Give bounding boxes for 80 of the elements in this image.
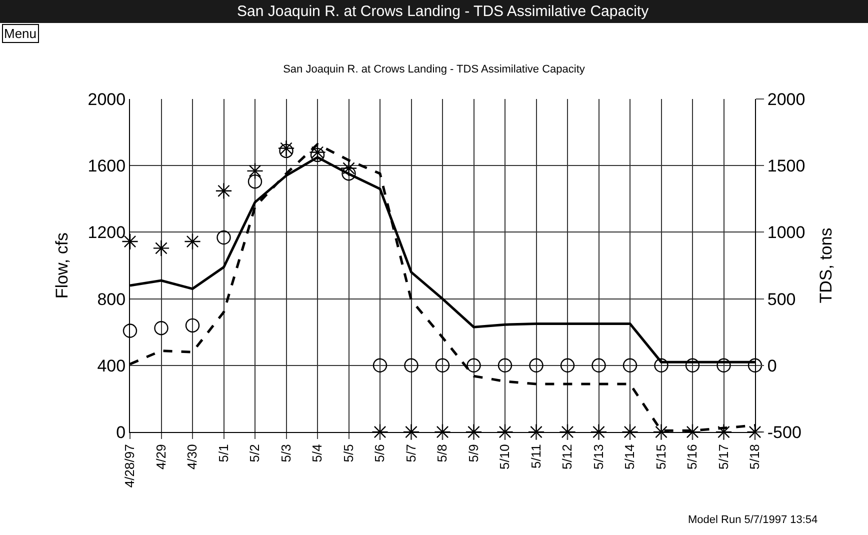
point: [622, 424, 638, 440]
x-tick-label: 4/30: [184, 444, 200, 470]
y-axis-title: Flow, cfs: [52, 232, 72, 299]
x-tick-label: 5/12: [560, 444, 575, 470]
y-tick-label: 2000: [88, 90, 126, 109]
x-tick-label: 5/5: [340, 444, 356, 462]
point: [559, 424, 576, 440]
point: [684, 424, 701, 440]
y-tick-label: 1600: [88, 156, 126, 176]
y2-tick-label: 500: [767, 290, 796, 309]
point: [652, 424, 670, 440]
x-tick-label: 5/16: [684, 444, 700, 470]
y-tick-label: 800: [97, 290, 126, 309]
point: [310, 148, 325, 162]
chart-title: San Joaquin R. at Crows Landing - TDS Assimilative Capacity: [283, 64, 586, 76]
point: [435, 358, 450, 372]
point: [372, 424, 388, 440]
x-tick-label: 5/18: [747, 444, 762, 470]
x-tick-label: 5/10: [497, 444, 512, 470]
point: [716, 358, 731, 372]
point: [215, 182, 232, 200]
point: [465, 424, 482, 440]
x-tick-label: 5/9: [466, 444, 481, 462]
point: [466, 358, 481, 372]
text: Model Run 5/7/1997 13:54: [688, 514, 818, 526]
point: [248, 174, 262, 189]
x-tick-label: 5/1: [216, 444, 231, 462]
y2-tick-label: 1000: [767, 223, 806, 242]
point: [342, 166, 356, 181]
point: [654, 358, 668, 372]
x-tick-label: 5/4: [310, 444, 325, 462]
x-tick-label: 4/29: [153, 444, 168, 470]
point: [404, 358, 418, 372]
point: [402, 424, 420, 440]
x-tick-label: 5/3: [278, 444, 294, 462]
x-tick-label: 5/7: [403, 444, 418, 462]
point: [246, 162, 264, 180]
point: [340, 160, 358, 177]
point: [122, 324, 138, 338]
x-tick-label: 5/17: [716, 444, 731, 470]
x-tick-label: 5/8: [434, 444, 450, 462]
point: [372, 358, 388, 372]
text: Menu: [4, 26, 37, 41]
point: [216, 230, 231, 245]
point: [496, 424, 514, 440]
x-tick-label: 5/11: [528, 444, 544, 469]
point: [154, 321, 168, 336]
x-tick-label: 5/2: [247, 444, 262, 462]
point: [592, 358, 606, 372]
y2-tick-label: 2000: [767, 90, 806, 109]
point: [279, 144, 294, 158]
x-tick-label: 5/6: [372, 444, 388, 462]
y2-tick-label: -500: [767, 422, 802, 442]
x-tick-label: 5/15: [653, 444, 668, 470]
y-tick-label: 0: [116, 422, 126, 442]
point: [590, 424, 608, 440]
y-tick-label: 400: [97, 356, 126, 376]
y-tick-label: 1200: [88, 223, 126, 242]
y2-axis-title: TDS, tons: [816, 228, 836, 304]
point: [184, 233, 201, 250]
y2-tick-label: 1500: [767, 156, 806, 176]
text: San Joaquin R. at Crows Landing - TDS Assimilative Capacity: [237, 3, 650, 20]
y2-tick-label: 0: [767, 356, 777, 376]
point: [560, 358, 575, 372]
point: [152, 240, 170, 257]
point: [685, 358, 700, 372]
point: [622, 358, 638, 372]
point: [434, 424, 451, 440]
x-tick-label: 4/28/97: [122, 444, 138, 488]
point: [748, 358, 762, 372]
point: [715, 424, 732, 440]
point: [529, 358, 544, 372]
x-tick-label: 5/14: [622, 444, 638, 470]
point: [528, 424, 545, 440]
point: [309, 144, 326, 161]
point: [185, 318, 200, 333]
point: [498, 358, 512, 372]
x-tick-label: 5/13: [590, 444, 606, 470]
point: [746, 424, 764, 440]
point: [278, 140, 295, 157]
